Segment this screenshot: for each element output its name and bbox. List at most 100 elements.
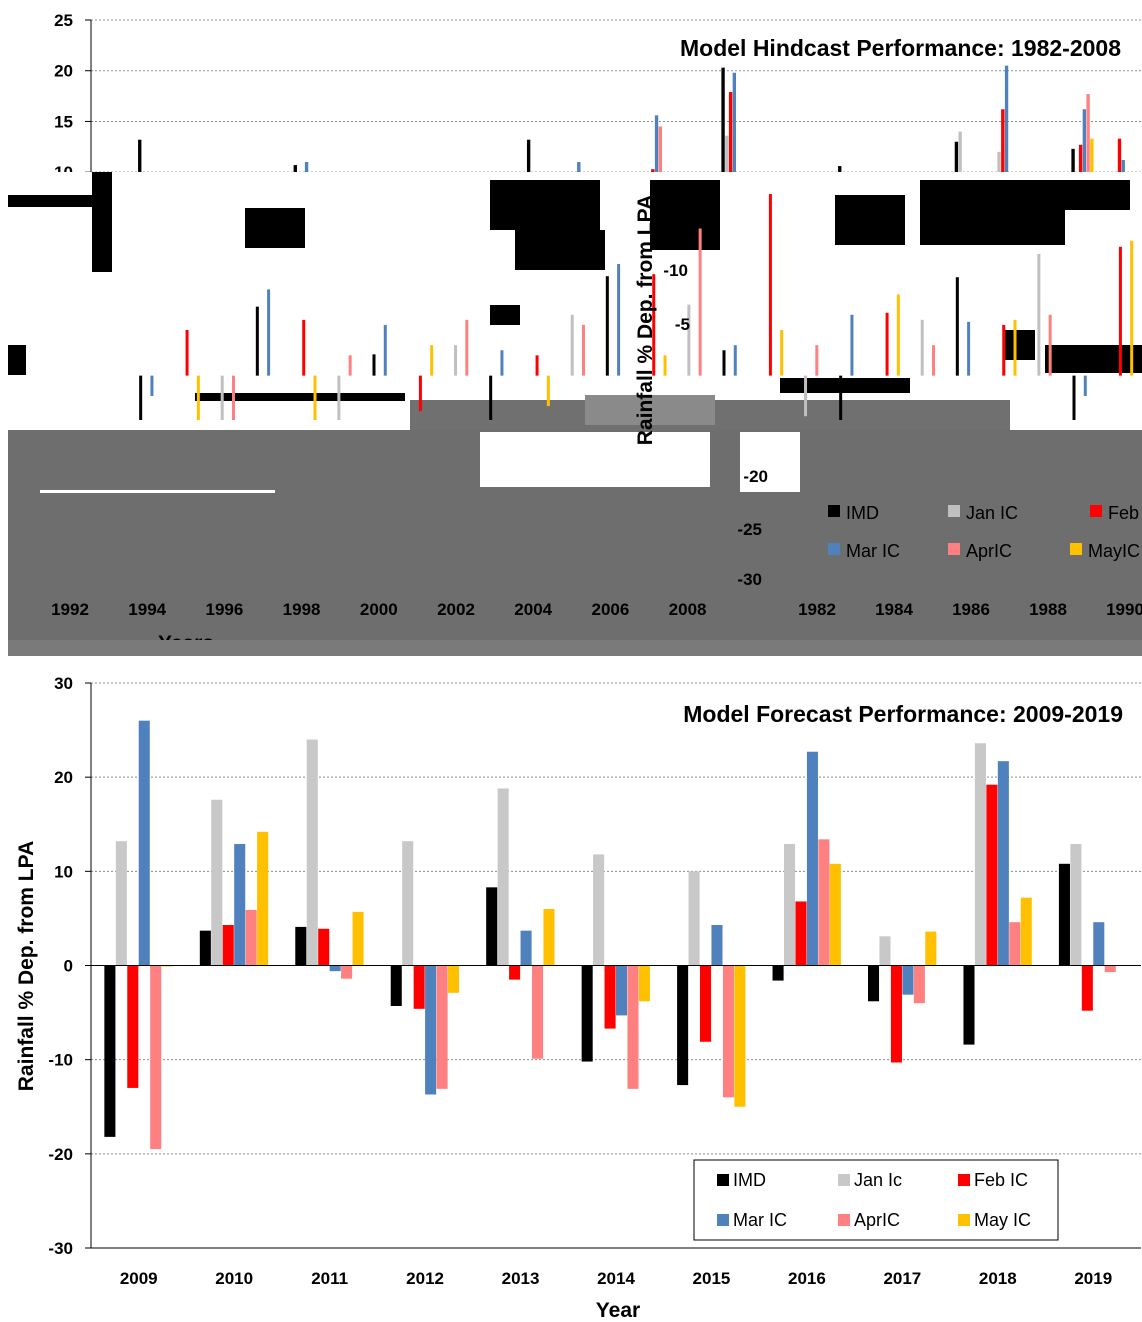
legend-label: IMD: [733, 1170, 766, 1190]
corrupted-bar-fragment: [302, 319, 306, 376]
bar-imd-2015: [677, 965, 689, 1086]
corrupted-bar-fragment: [850, 314, 854, 376]
corrupted-bar-fragment: [1013, 319, 1017, 376]
bar-mar-ic-2011: [329, 965, 341, 972]
bar-imd-2019: [1058, 863, 1070, 966]
bar-imd-2009: [104, 965, 116, 1137]
corrupted-bar-fragment: [768, 194, 772, 376]
hindcast-legend-swatch: [948, 505, 960, 517]
bar-feb-ic-2011: [318, 928, 330, 966]
bar-imd-2007: [1071, 148, 1075, 172]
corrupted-bar-fragment: [663, 355, 667, 376]
bar-mar-ic-2005: [1004, 65, 1009, 172]
hindcast-ghost-y-tick: -5: [675, 315, 690, 334]
forecast-x-axis-label: Year: [596, 1299, 640, 1322]
corrupted-bar-fragment: [1037, 253, 1041, 376]
corrupted-bar-fragment: [967, 321, 971, 376]
bar-imd-1998: [721, 67, 725, 172]
bar-imd-2018: [963, 965, 975, 1045]
legend-box: [693, 1159, 1059, 1241]
hindcast-x-tick-label: 1990: [1106, 600, 1142, 619]
corrupted-bar-fragment: [337, 375, 341, 420]
hindcast-title: Model Hindcast Performance: 1982-2008: [680, 35, 1121, 61]
y-tick-label: 20: [54, 768, 73, 787]
corrupted-bar-fragment: [489, 375, 493, 420]
corrupted-bar-fragment: [1002, 324, 1006, 376]
bar-apric-2012: [436, 965, 448, 1089]
hindcast-legend-swatch: [828, 543, 840, 555]
hindcast-x-tick-label: 1998: [283, 600, 321, 619]
hindcast-legend-swatch: [1090, 505, 1102, 517]
corrupted-bar-fragment: [196, 375, 200, 420]
y-tick-label: -10: [48, 1051, 73, 1070]
hindcast-legend-label: IMD: [846, 503, 879, 523]
corrupted-bar-fragment: [839, 375, 843, 420]
bar-mar-ic-1994: [577, 162, 581, 172]
bar-feb-ic-2015: [700, 965, 712, 1042]
bar-jan-ic-2009: [115, 841, 127, 966]
legend-swatch: [717, 1214, 729, 1226]
bar-feb-ic-2014: [604, 965, 616, 1029]
bar-imd-2013: [486, 887, 498, 966]
corrupted-black-block: [650, 180, 720, 250]
bar-jan-ic-2015: [688, 871, 700, 966]
corrupted-bar-fragment: [920, 319, 924, 376]
corrupted-bar-fragment: [465, 319, 469, 376]
bar-mar-ic-2019: [1093, 922, 1105, 966]
bar-imd-1993: [526, 139, 531, 172]
corrupted-bar-fragment: [722, 350, 726, 376]
corrupted-bar-fragment: [1048, 314, 1052, 376]
bar-mar-ic-2009: [138, 720, 150, 966]
corrupted-bar-fragment: [267, 289, 271, 376]
hindcast-axes: 2520151050-5-10-15-20-25-30: [54, 11, 92, 172]
bar-apric-2019: [1104, 965, 1116, 973]
bar-mar-ic-2016: [806, 751, 818, 966]
hindcast-x-tick-label: 2000: [360, 600, 398, 619]
corrupted-bar-fragment: [313, 375, 317, 420]
bar-jan-ic-2005: [997, 151, 1001, 172]
corrupted-bar-fragment: [733, 345, 737, 376]
bar-mar-ic-2013: [520, 930, 532, 966]
x-tick-label: 2010: [215, 1269, 253, 1288]
x-tick-label: 2016: [788, 1269, 826, 1288]
bar-mar-ic-2015: [711, 925, 723, 966]
x-tick-label: 2014: [597, 1269, 635, 1288]
bar-imd-1987: [293, 165, 297, 172]
bar-jan-ic-2010: [211, 799, 223, 966]
bar-jan-ic-2018: [974, 743, 986, 966]
hindcast-bars: [138, 65, 1125, 172]
bar-imd-2001: [838, 166, 842, 172]
bar-feb-ic-2008: [1117, 138, 1122, 172]
bar-mayic-2007: [1090, 138, 1094, 172]
bar-apric-1996: [658, 126, 663, 172]
corrupted-black-block: [8, 195, 108, 207]
bar-may-ic-2017: [925, 931, 937, 966]
corrupted-black-block: [245, 208, 305, 248]
corrupted-black-block: [490, 180, 600, 230]
bar-may-ic-2013: [543, 909, 555, 966]
bar-may-ic-2016: [829, 863, 841, 966]
x-tick-label: 2018: [979, 1269, 1017, 1288]
hindcast-gridlines: [91, 19, 1141, 172]
hindcast-y-axis-label: Rainfall % Dep. from LPA: [634, 195, 657, 445]
y-tick-label: 0: [64, 957, 73, 976]
hindcast-legend-swatch: [828, 505, 840, 517]
y-tick-label: -30: [48, 1239, 73, 1258]
forecast-bars: [104, 720, 1128, 1150]
bar-jan-ic-2012: [402, 841, 414, 966]
x-tick-label: 2017: [883, 1269, 921, 1288]
corrupted-black-block: [195, 393, 405, 401]
corrupted-bar-fragment: [139, 375, 143, 420]
corrupted-black-block: [92, 172, 112, 272]
corrupted-bar-fragment: [804, 375, 808, 417]
hindcast-x-tick-label: 2002: [437, 600, 475, 619]
corrupted-black-block: [1065, 180, 1130, 210]
y-tick-label: 10: [54, 862, 73, 881]
corrupted-bar-fragment: [535, 355, 539, 376]
bar-apric-2007: [1086, 94, 1090, 172]
corrupted-bar-fragment: [454, 345, 458, 376]
bar-jan-ic-2014: [593, 854, 605, 966]
bar-apric-2013: [532, 965, 544, 1059]
bar-feb-ic-2018: [986, 784, 998, 966]
y-tick-label: 15: [54, 112, 73, 131]
